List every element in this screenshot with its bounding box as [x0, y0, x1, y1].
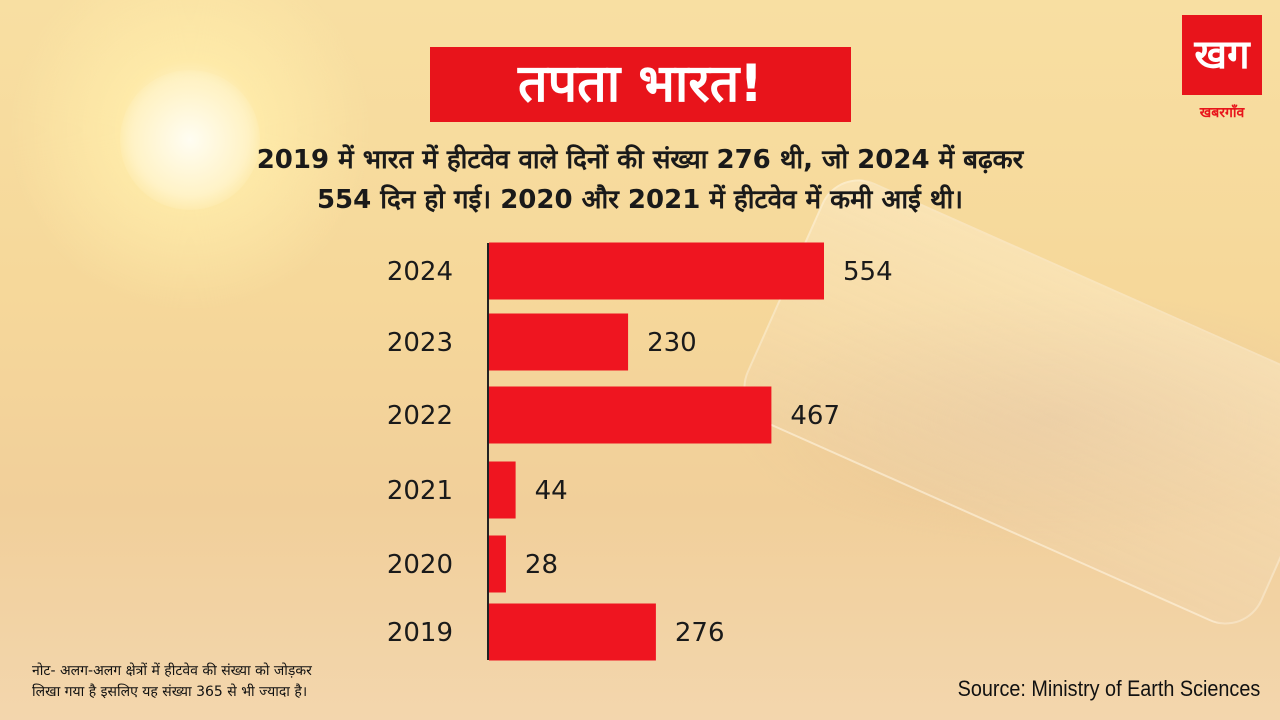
logo-mark: खग: [1194, 32, 1250, 78]
category-label-2019: 2019: [387, 618, 453, 648]
bar-2020: [489, 535, 506, 593]
footnote-line-1: नोट- अलग-अलग क्षेत्रों में हीटवेव की संख…: [32, 663, 312, 679]
footnote-line-2: लिखा गया है इसलिए यह संख्या 365 से भी ज्…: [32, 684, 308, 700]
value-label-2024: 554: [843, 257, 893, 287]
bar-2022: [489, 386, 772, 444]
category-label-2023: 2023: [387, 328, 453, 358]
bar-2021: [489, 461, 516, 519]
bar-2023: [489, 313, 629, 371]
category-label-2022: 2022: [387, 401, 453, 431]
value-label-2022: 467: [790, 401, 840, 431]
bar-2019: [489, 603, 656, 661]
footnote: नोट- अलग-अलग क्षेत्रों में हीटवेव की संख…: [32, 661, 462, 703]
subtitle-line-2: 554 दिन हो गई। 2020 और 2021 में हीटवेव म…: [316, 185, 964, 215]
subtitle: 2019 में भारत में हीटवेव वाले दिनों की स…: [150, 140, 1130, 220]
bar-2024: [489, 242, 824, 300]
category-label-2020: 2020: [387, 550, 453, 580]
brand-logo: खग खबरगाँव: [1182, 15, 1262, 123]
value-label-2019: 276: [675, 618, 725, 648]
logo-badge: खग: [1182, 15, 1262, 95]
logo-wordmark: खबरगाँव: [1199, 105, 1245, 121]
category-label-2024: 2024: [387, 257, 453, 287]
value-label-2023: 230: [647, 328, 697, 358]
background-sun: [120, 70, 260, 210]
page-title: तपता भारत!: [517, 54, 764, 114]
value-label-2021: 44: [535, 476, 568, 506]
value-label-2020: 28: [525, 550, 558, 580]
title-banner: तपता भारत!: [430, 47, 851, 122]
category-label-2021: 2021: [387, 476, 453, 506]
subtitle-line-1: 2019 में भारत में हीटवेव वाले दिनों की स…: [256, 145, 1024, 175]
source-credit: Source: Ministry of Earth Sciences: [957, 676, 1260, 701]
